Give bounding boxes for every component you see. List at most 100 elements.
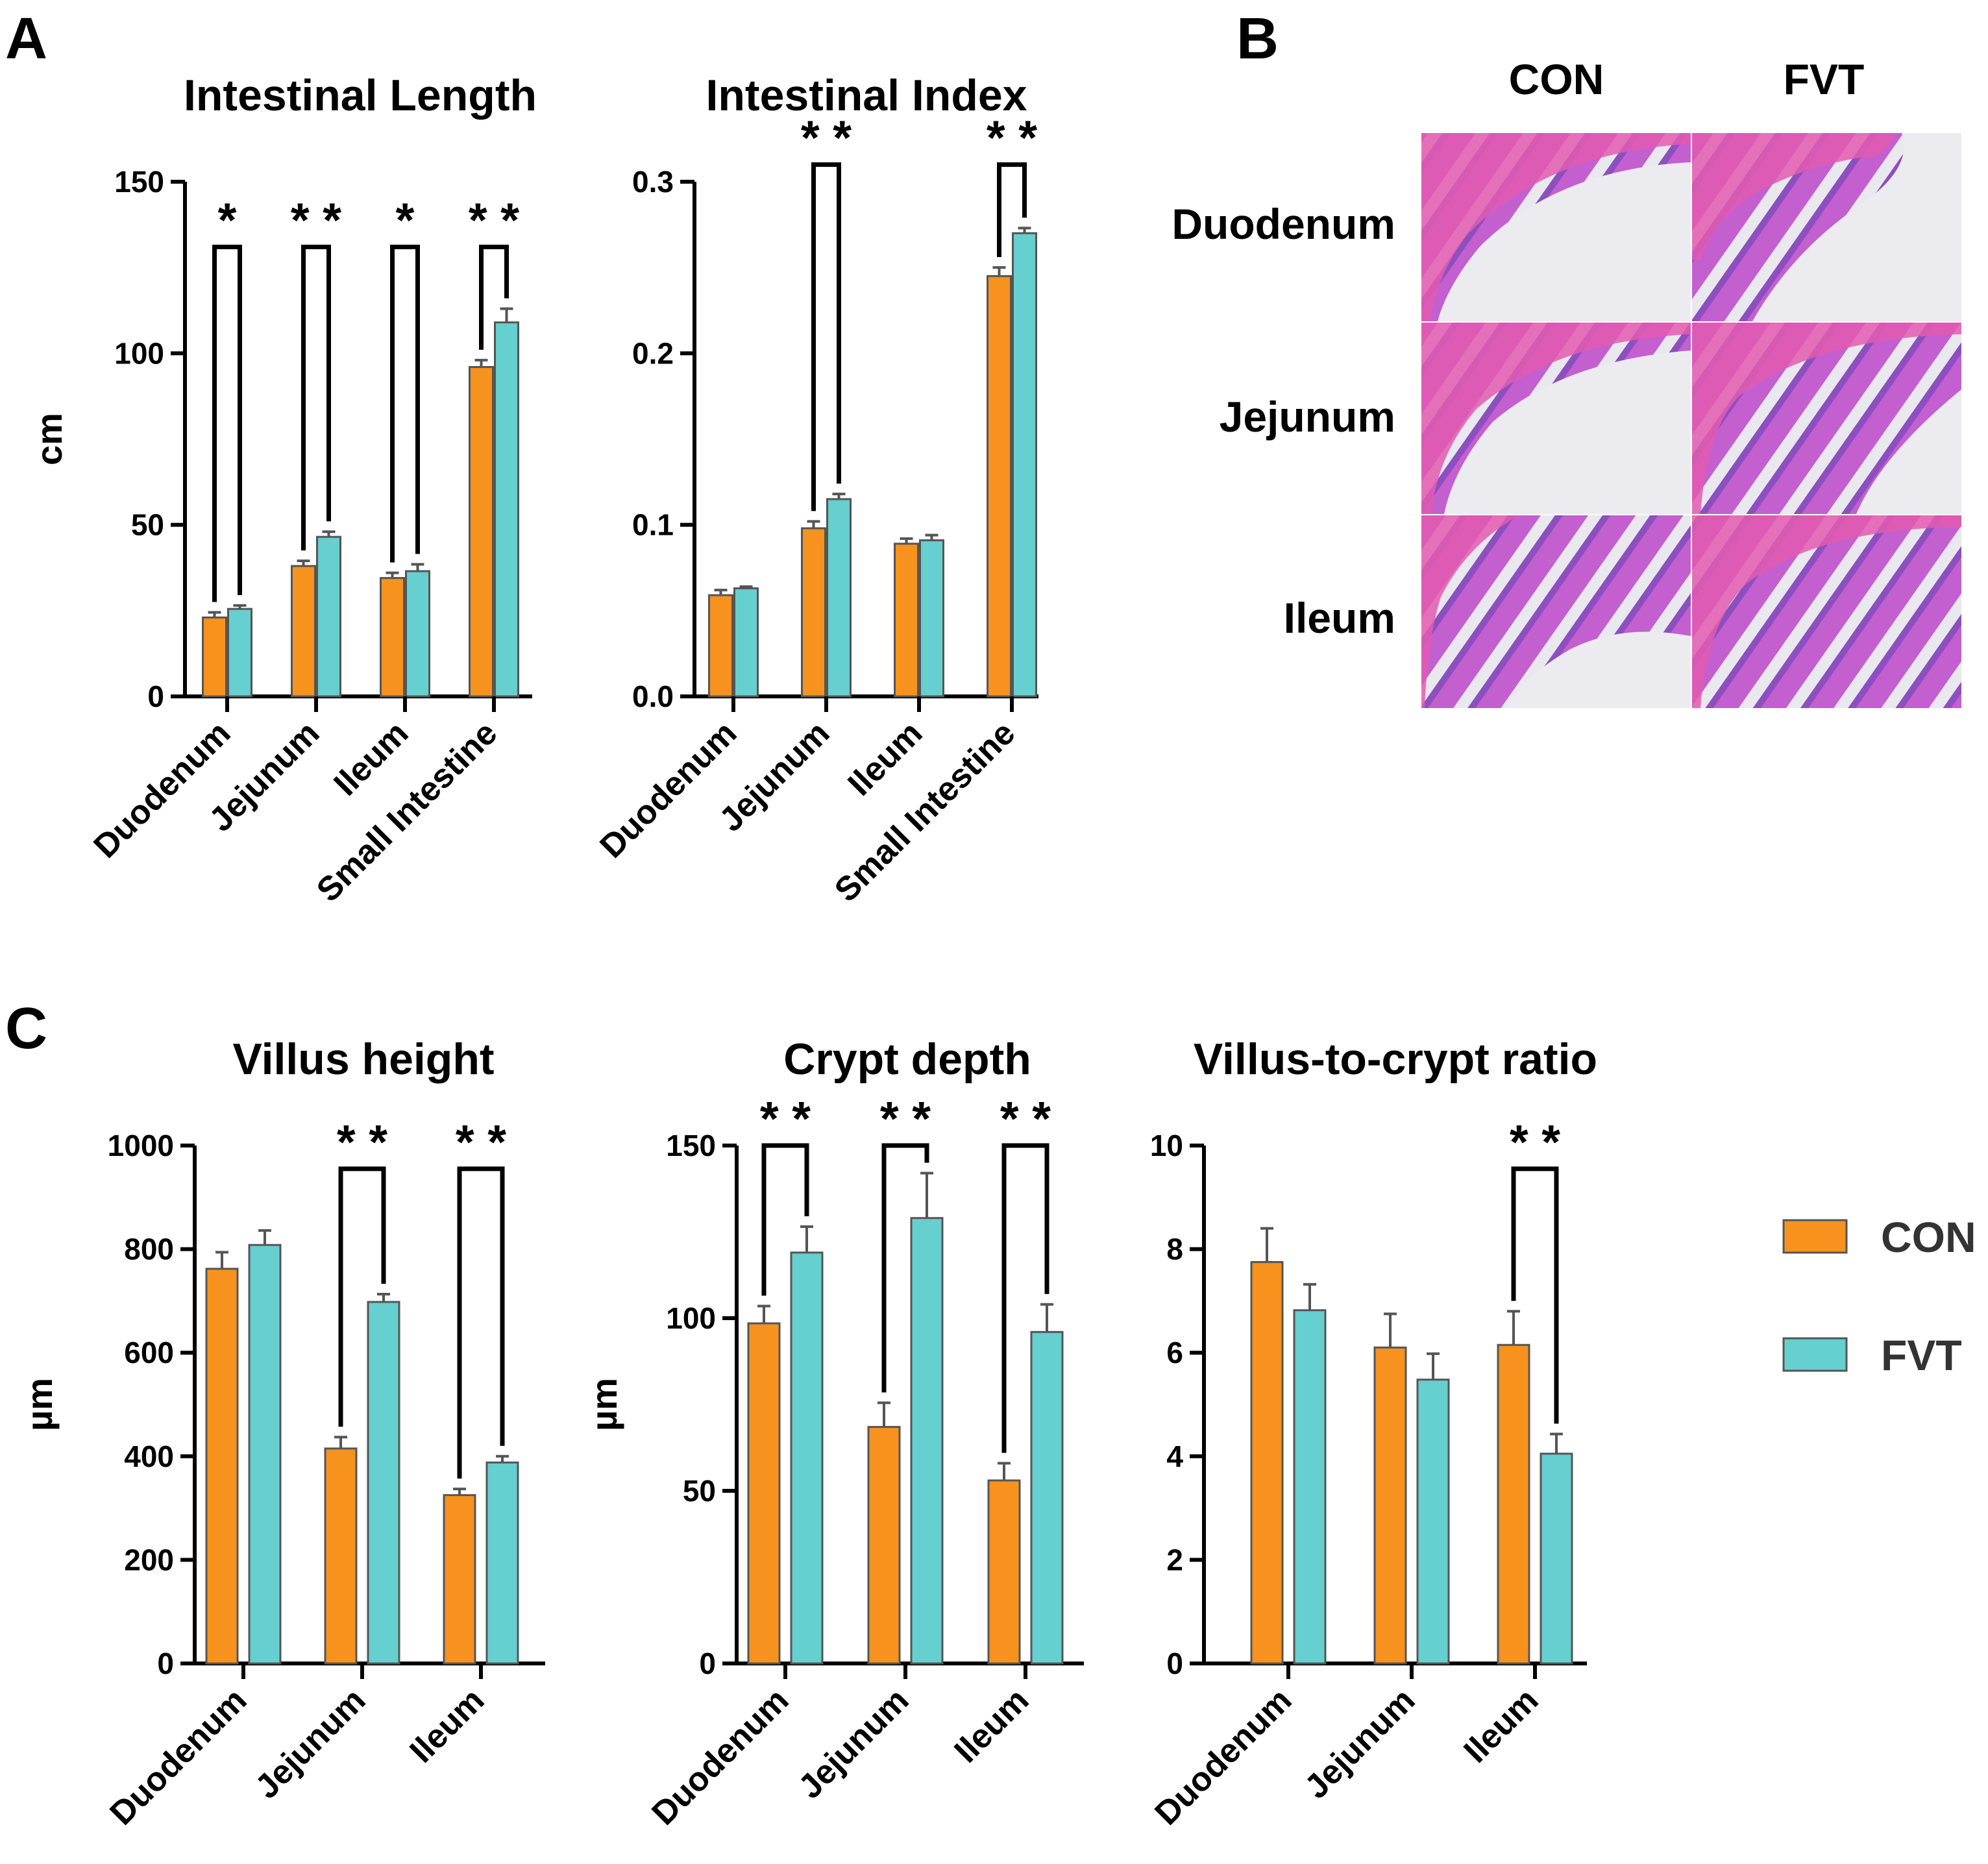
bar-con [987,275,1012,698]
bar-fvt [919,539,944,698]
x-tick-label: Duodenum [644,1681,796,1832]
bar-fvt [826,498,852,698]
chart-intestinal-index: Intestinal Index0.00.10.20.3DuodenumJeju… [593,71,1038,909]
bar-con [987,1479,1021,1665]
y-tick-label: 2 [1166,1543,1183,1576]
histology-row-ileum: Ileum [1284,594,1395,642]
legend-label-fvt: FVT [1881,1331,1962,1379]
bar-con [1497,1343,1530,1665]
y-tick-label: 600 [124,1336,174,1369]
significance-label: * * [291,193,341,247]
micrograph-jejunum-fvt [1692,323,1961,514]
y-tick-label: 100 [114,336,164,370]
y-tick-label: 0 [699,1647,716,1680]
significance-bracket [479,244,509,350]
bar-fvt [1012,232,1037,698]
significance-label: * * [760,1092,811,1146]
y-tick-label: 150 [666,1129,716,1162]
x-tick-label: Ileum [947,1681,1036,1770]
histology-col-fvt: FVT [1784,55,1865,103]
significance-label: * * [1510,1115,1560,1169]
chart-villus-crypt-ratio: Villus-to-crypt ratio 0 2 4 6 8 10 DuodenumJeju… [1147,1035,1597,1832]
legend-label-con: CON [1881,1213,1976,1261]
panel-label-a: A [5,6,47,71]
micrograph-duodenum-con [1421,133,1691,321]
chart-title: Villus-to-crypt ratio [1194,1035,1597,1084]
x-tick-label: Duodenum [1147,1681,1299,1832]
panel-label-b: B [1236,6,1279,71]
significance-bracket [301,244,331,551]
bar-con [469,365,494,698]
y-tick-label: 10 [1150,1129,1183,1162]
y-tick-label: 0 [157,1647,174,1680]
bar-con [1250,1261,1284,1665]
bar-con [1373,1346,1407,1665]
significance-bracket [997,162,1027,258]
y-tick-label: 1000 [108,1129,174,1162]
legend-swatch-fvt [1782,1337,1848,1372]
significance-bracket [881,1143,929,1393]
histology-col-con: CON [1509,55,1604,103]
bar-fvt [733,587,759,698]
significance-label: * * [469,193,519,247]
chart-title: Crypt depth [783,1035,1031,1084]
significance-bracket [390,244,420,563]
bar-con [205,1268,239,1665]
significance-bracket [811,162,841,511]
bar-con [747,1322,781,1665]
significance-bracket [1001,1143,1049,1453]
bar-fvt [485,1461,519,1665]
histology-grid: CON FVT Duodenum Jejunum Ileum [1172,55,1961,708]
bar-con [324,1447,358,1665]
bar-fvt [1540,1453,1573,1665]
bar-con [291,565,316,698]
bar-fvt [494,321,519,698]
x-tick-label: Ileum [1456,1681,1545,1770]
x-tick-label: Jejunum [791,1681,916,1806]
y-axis-label: µm [19,1378,60,1431]
chart-title: Intestinal Index [706,71,1027,120]
y-tick-label: 0.3 [632,165,674,199]
y-tick-label: 400 [124,1440,174,1473]
bar-con [202,616,227,698]
bar-con [443,1494,476,1665]
bar-fvt [405,570,430,698]
panel-label-c: C [5,996,47,1061]
bar-fvt [227,607,252,698]
significance-bracket [338,1166,386,1427]
chart-title: Villus height [232,1035,494,1084]
bar-fvt [367,1301,400,1665]
x-tick-label: Duodenum [593,714,744,865]
y-tick-label: 800 [124,1232,174,1266]
bar-fvt [1416,1379,1450,1665]
y-tick-label: 0.2 [632,336,674,370]
y-tick-label: 6 [1166,1336,1183,1369]
legend-swatch-con [1782,1219,1848,1254]
significance-bracket [761,1143,809,1296]
bar-fvt [790,1251,824,1665]
y-tick-label: 200 [124,1543,174,1576]
significance-bracket [457,1166,505,1479]
bar-con [380,577,405,698]
x-tick-label: Jejunum [1297,1681,1422,1806]
significance-label: * * [987,111,1037,165]
significance-label: * [396,193,415,247]
chart-villus-height: Villus height µm 0 200 400 600 800 1000 Duodenum… [19,1035,545,1832]
y-tick-label: 0 [147,680,164,713]
bar-fvt [1293,1309,1327,1665]
significance-bracket [1511,1166,1559,1424]
significance-label: * * [1000,1092,1051,1146]
micrograph-duodenum-fvt [1692,133,1961,321]
y-axis-label: µm [583,1378,624,1431]
significance-label: * * [337,1115,387,1169]
micrograph-ileum-con [1421,515,1691,708]
histology-row-duodenum: Duodenum [1172,200,1395,248]
bar-fvt [910,1217,944,1665]
bar-fvt [316,535,341,698]
y-tick-label: 0.1 [632,508,674,542]
x-tick-label: Duodenum [103,1681,254,1832]
micrograph-jejunum-con [1421,323,1691,514]
y-tick-label: 4 [1166,1440,1183,1473]
